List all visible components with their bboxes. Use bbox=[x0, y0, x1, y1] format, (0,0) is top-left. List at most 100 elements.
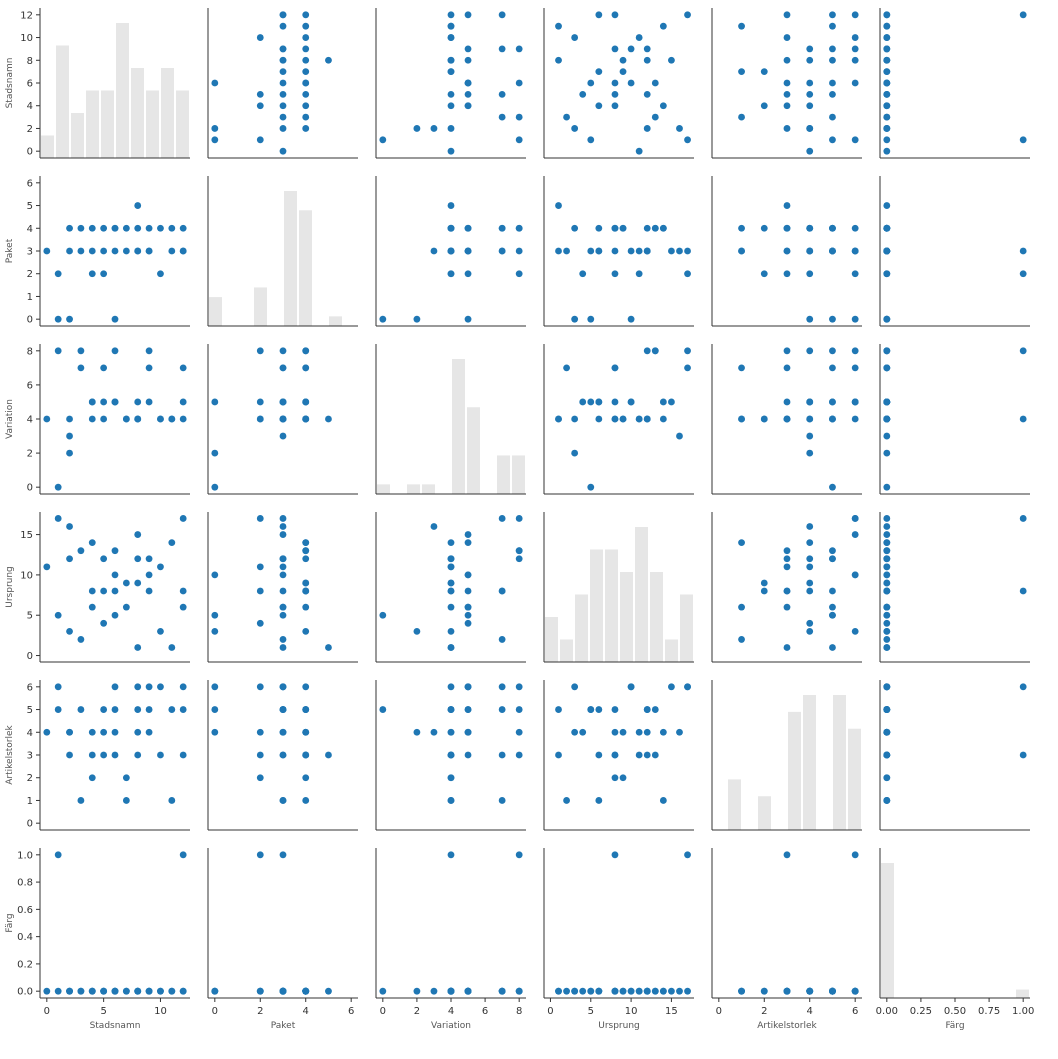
data-point bbox=[829, 547, 836, 555]
y-axis-label: Ursprung bbox=[5, 566, 15, 608]
data-point bbox=[783, 851, 791, 859]
data-point bbox=[145, 571, 153, 579]
data-point bbox=[430, 125, 438, 132]
histogram-bar bbox=[329, 316, 342, 326]
data-point bbox=[256, 987, 264, 995]
data-point bbox=[829, 555, 836, 563]
data-point bbox=[279, 364, 287, 372]
data-point bbox=[643, 728, 651, 736]
histogram-bar bbox=[209, 297, 222, 326]
data-point bbox=[587, 987, 595, 995]
data-point bbox=[883, 603, 891, 611]
data-point bbox=[515, 728, 523, 736]
panel-stadsnamn-vs-paket bbox=[207, 8, 358, 159]
x-tick-label: 0.50 bbox=[944, 1006, 966, 1017]
data-point bbox=[829, 987, 836, 995]
data-point bbox=[168, 797, 176, 804]
data-point bbox=[619, 774, 627, 782]
data-point bbox=[829, 247, 836, 255]
data-point bbox=[279, 636, 287, 643]
data-point bbox=[684, 987, 691, 995]
data-point bbox=[100, 415, 108, 423]
data-point bbox=[883, 751, 891, 759]
data-point bbox=[627, 79, 635, 87]
data-point bbox=[806, 619, 814, 627]
histogram-bar bbox=[1016, 989, 1029, 998]
data-point bbox=[256, 563, 264, 571]
data-point bbox=[111, 587, 119, 595]
data-point bbox=[851, 11, 859, 19]
data-point bbox=[302, 56, 310, 64]
data-point bbox=[279, 797, 287, 804]
data-point bbox=[571, 224, 579, 232]
data-point bbox=[587, 136, 595, 144]
x-tick-label: 0 bbox=[212, 1006, 218, 1017]
x-tick-label: 5 bbox=[588, 1006, 594, 1017]
data-point bbox=[515, 113, 523, 121]
data-point bbox=[1019, 587, 1027, 595]
data-point bbox=[279, 706, 287, 713]
data-point bbox=[829, 347, 836, 355]
histogram-bar bbox=[377, 484, 390, 494]
data-point bbox=[179, 603, 187, 611]
data-point bbox=[806, 147, 814, 155]
data-point bbox=[302, 398, 310, 406]
panel-paket-vs-artikelstorlek bbox=[711, 176, 862, 327]
data-point bbox=[179, 224, 187, 232]
data-point bbox=[325, 644, 332, 651]
data-point bbox=[302, 113, 310, 121]
data-point bbox=[684, 270, 691, 278]
data-point bbox=[627, 398, 635, 406]
data-point bbox=[122, 797, 130, 804]
x-tick-label: 0.75 bbox=[978, 1006, 1000, 1017]
data-point bbox=[806, 563, 814, 571]
data-point bbox=[643, 247, 651, 255]
data-point bbox=[498, 587, 506, 595]
data-point bbox=[302, 774, 310, 782]
data-point bbox=[595, 224, 603, 232]
histogram-bar bbox=[590, 549, 603, 662]
data-point bbox=[806, 987, 814, 995]
data-point bbox=[1019, 751, 1027, 759]
data-point bbox=[829, 90, 836, 98]
data-point bbox=[302, 347, 310, 355]
data-point bbox=[806, 102, 814, 110]
data-point bbox=[179, 398, 187, 406]
data-point bbox=[595, 987, 603, 995]
data-point bbox=[806, 587, 814, 595]
y-tick-label: 5 bbox=[27, 611, 33, 622]
data-point bbox=[595, 11, 603, 19]
histogram-bar bbox=[848, 728, 861, 830]
data-point bbox=[179, 415, 187, 423]
data-point bbox=[168, 539, 176, 547]
data-point bbox=[635, 415, 643, 423]
data-point bbox=[447, 579, 455, 587]
data-point bbox=[611, 45, 619, 53]
data-point bbox=[145, 247, 153, 255]
data-point bbox=[783, 415, 791, 423]
x-tick-label: 0 bbox=[44, 1006, 50, 1017]
histogram-bar bbox=[146, 90, 159, 158]
x-axis-label: Artikelstorlek bbox=[757, 1021, 817, 1031]
x-tick-label: 15 bbox=[665, 1006, 678, 1017]
data-point bbox=[302, 751, 310, 759]
data-point bbox=[447, 797, 455, 804]
data-point bbox=[883, 587, 891, 595]
data-point bbox=[571, 125, 579, 132]
y-tick-label: 2 bbox=[27, 773, 33, 784]
data-point bbox=[211, 125, 219, 132]
data-point bbox=[1019, 415, 1027, 423]
data-point bbox=[806, 247, 814, 255]
data-point bbox=[413, 987, 421, 995]
data-point bbox=[77, 247, 85, 255]
data-point bbox=[122, 579, 130, 587]
data-point bbox=[134, 751, 142, 759]
data-point bbox=[627, 987, 635, 995]
data-point bbox=[829, 315, 836, 323]
data-point bbox=[498, 683, 506, 691]
data-point bbox=[883, 539, 891, 547]
data-point bbox=[883, 125, 891, 132]
data-point bbox=[515, 247, 523, 255]
data-point bbox=[851, 627, 859, 635]
data-point bbox=[279, 555, 287, 563]
